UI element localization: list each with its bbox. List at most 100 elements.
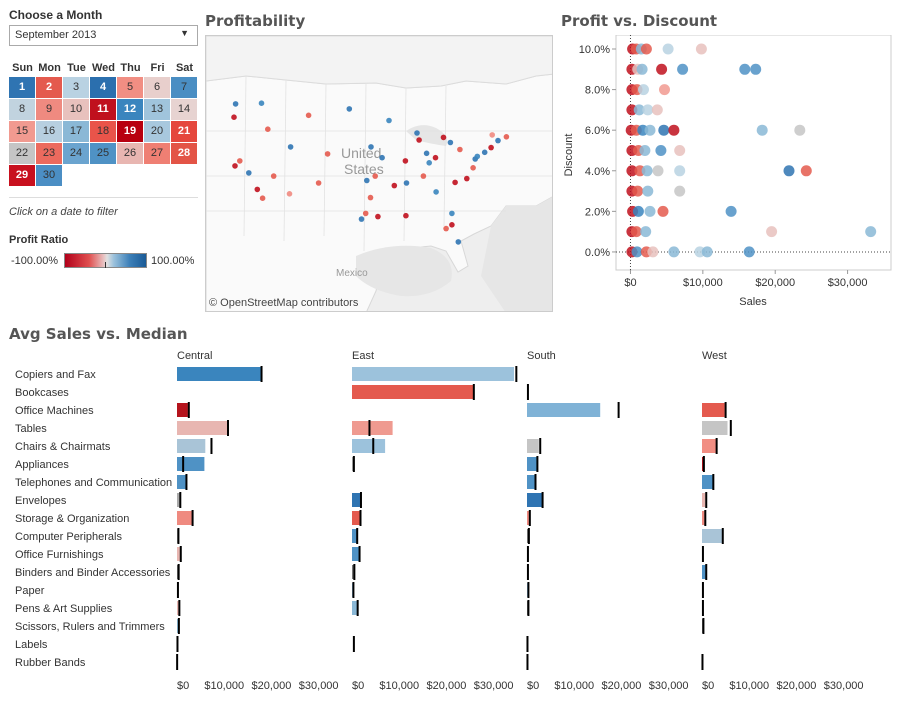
avg-sales-bar[interactable] xyxy=(702,565,707,579)
map-location-dot[interactable] xyxy=(481,149,488,156)
avg-sales-bar[interactable] xyxy=(177,475,186,489)
map-location-dot[interactable] xyxy=(470,165,476,171)
avg-sales-bar[interactable] xyxy=(702,421,728,435)
scatter-point[interactable] xyxy=(659,84,670,96)
scatter-point[interactable] xyxy=(632,205,644,217)
map-location-dot[interactable] xyxy=(362,210,369,217)
calendar-day[interactable]: 28 xyxy=(171,143,197,164)
map-location-dot[interactable] xyxy=(452,179,458,186)
scatter-point[interactable] xyxy=(636,63,648,75)
chevron-down-icon[interactable]: ▼ xyxy=(180,28,189,38)
map-location-dot[interactable] xyxy=(346,106,353,112)
scatter-point[interactable] xyxy=(644,205,656,217)
avg-sales-bar[interactable] xyxy=(177,421,228,435)
scatter-point[interactable] xyxy=(641,165,653,177)
map-location-dot[interactable] xyxy=(367,194,374,201)
map-location-dot[interactable] xyxy=(426,160,432,166)
scatter-point[interactable] xyxy=(655,145,667,156)
map-location-dot[interactable] xyxy=(315,180,322,186)
scatter-point[interactable] xyxy=(756,124,768,136)
scatter-point[interactable] xyxy=(656,63,668,75)
scatter-point[interactable] xyxy=(642,185,654,197)
sales-bars-svg[interactable]: Copiers and Fax Bookcases Office Machines T… xyxy=(0,345,902,702)
calendar-day[interactable]: 2 xyxy=(36,77,62,98)
map-location-dot[interactable] xyxy=(440,134,447,141)
calendar-day[interactable]: 6 xyxy=(144,77,170,98)
scatter-point[interactable] xyxy=(674,165,686,177)
scatter-point[interactable] xyxy=(743,246,755,258)
calendar-day[interactable]: 27 xyxy=(144,143,170,164)
calendar-day[interactable]: 15 xyxy=(9,121,35,142)
avg-sales-bar[interactable] xyxy=(177,403,188,417)
scatter-point[interactable] xyxy=(630,226,642,238)
scatter-point[interactable] xyxy=(633,104,645,116)
calendar-day[interactable]: 1 xyxy=(9,77,35,98)
avg-sales-bar[interactable] xyxy=(177,601,180,615)
map-location-dot[interactable] xyxy=(287,144,294,150)
map-location-dot[interactable] xyxy=(379,154,385,161)
avg-sales-bar[interactable] xyxy=(702,439,717,453)
scatter-point[interactable] xyxy=(794,124,806,136)
avg-sales-bar[interactable] xyxy=(177,457,205,471)
scatter-point[interactable] xyxy=(632,185,644,197)
calendar-day[interactable]: 23 xyxy=(36,143,62,164)
map-location-dot[interactable] xyxy=(449,222,455,228)
avg-sales-bar[interactable] xyxy=(702,403,725,417)
map-location-dot[interactable] xyxy=(265,126,271,132)
scatter-point[interactable] xyxy=(674,145,686,156)
scatter-point[interactable] xyxy=(701,246,713,258)
calendar-day[interactable]: 3 xyxy=(63,77,89,98)
avg-sales-bar[interactable] xyxy=(177,511,193,525)
avg-sales-bar[interactable] xyxy=(702,511,705,525)
map-location-dot[interactable] xyxy=(375,213,381,220)
avg-sales-bar[interactable] xyxy=(527,475,536,489)
avg-sales-bar[interactable] xyxy=(702,529,723,543)
profitability-map[interactable]: United States Mexico © OpenStreetMap con… xyxy=(205,35,553,312)
map-location-dot[interactable] xyxy=(391,182,398,189)
scatter-point[interactable] xyxy=(725,205,737,217)
calendar-day[interactable]: 13 xyxy=(144,99,170,120)
map-location-dot[interactable] xyxy=(232,163,238,169)
scatter-point[interactable] xyxy=(626,165,638,177)
avg-sales-bar[interactable] xyxy=(177,367,261,381)
map-location-dot[interactable] xyxy=(488,144,494,151)
profit-vs-discount-chart[interactable]: Discount Sales 0.0% 2.0% 4.0% 6.0% 8.0% 10.0%… xyxy=(560,35,892,310)
scatter-point[interactable] xyxy=(647,246,659,258)
avg-sales-bar[interactable] xyxy=(352,529,358,543)
avg-sales-bar[interactable] xyxy=(352,385,474,399)
calendar-day[interactable]: 5 xyxy=(117,77,143,98)
scatter-point[interactable] xyxy=(640,43,652,55)
avg-sales-bar[interactable] xyxy=(352,493,361,507)
map-location-dot[interactable] xyxy=(270,173,277,179)
map-location-dot[interactable] xyxy=(432,154,439,161)
scatter-point[interactable] xyxy=(652,165,664,177)
calendar-day[interactable]: 8 xyxy=(9,99,35,120)
calendar-day[interactable]: 10 xyxy=(63,99,89,120)
avg-sales-bar[interactable] xyxy=(702,457,704,471)
scatter-point[interactable] xyxy=(750,63,762,75)
map-location-dot[interactable] xyxy=(457,146,463,153)
calendar-day[interactable]: 22 xyxy=(9,143,35,164)
scatter-point[interactable] xyxy=(695,43,707,55)
map-location-dot[interactable] xyxy=(414,130,420,136)
scatter-point[interactable] xyxy=(783,165,795,177)
map-location-dot[interactable] xyxy=(423,150,430,157)
scatter-point[interactable] xyxy=(668,124,680,136)
scatter-point[interactable] xyxy=(657,205,669,217)
map-location-dot[interactable] xyxy=(420,173,427,179)
scatter-point[interactable] xyxy=(662,43,674,55)
scatter-point[interactable] xyxy=(639,145,651,156)
calendar-day[interactable]: 26 xyxy=(117,143,143,164)
map-location-dot[interactable] xyxy=(416,137,422,143)
calendar-day[interactable]: 19 xyxy=(117,121,143,142)
map-location-dot[interactable] xyxy=(489,132,496,138)
avg-sales-bar[interactable] xyxy=(527,457,537,471)
map-location-dot[interactable] xyxy=(464,175,470,182)
map-location-dot[interactable] xyxy=(433,189,439,195)
map-location-dot[interactable] xyxy=(449,210,455,217)
scatter-point[interactable] xyxy=(865,226,877,238)
map-location-dot[interactable] xyxy=(386,117,392,124)
avg-sales-bar[interactable] xyxy=(177,439,206,453)
map-location-dot[interactable] xyxy=(237,158,243,164)
avg-sales-bar[interactable] xyxy=(352,511,360,525)
